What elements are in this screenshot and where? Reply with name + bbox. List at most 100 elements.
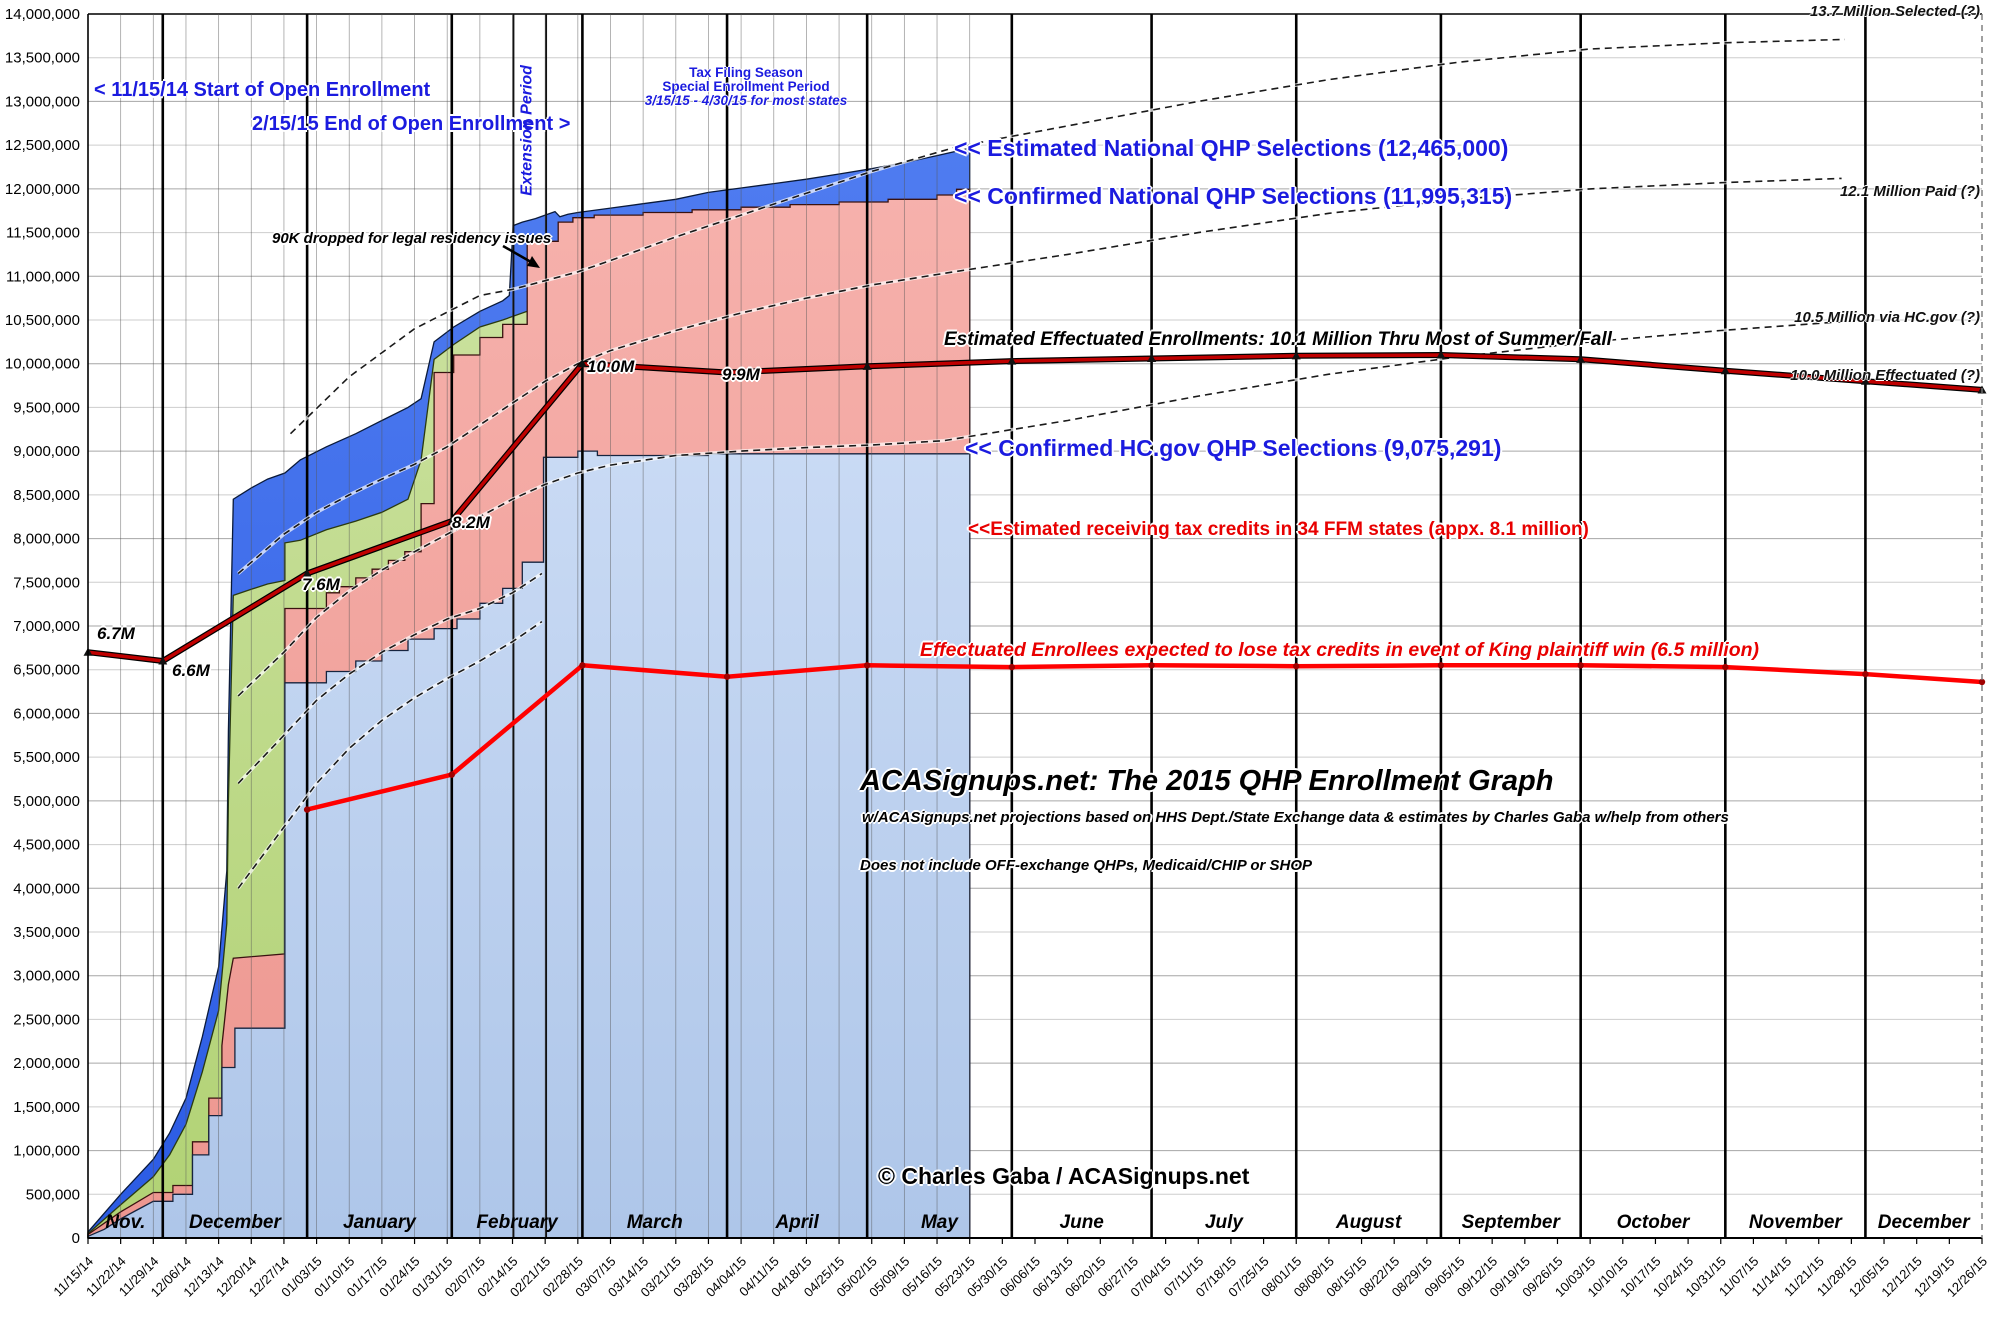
month-label: December [1878, 1212, 1971, 1233]
month-label: Nov. [105, 1212, 145, 1233]
copyright: © Charles Gaba / ACASignups.net [878, 1163, 1250, 1189]
month-labels: Nov. December January February March April May… [105, 1212, 1971, 1233]
y-tick-label: 1,000,000 [13, 1143, 80, 1160]
marker-line-effectuated [1860, 376, 1870, 385]
y-tick-label: 4,000,000 [13, 880, 80, 897]
marker-line-king-loss [1148, 662, 1155, 669]
point-label-10-0m: 10.0M [587, 357, 635, 376]
marker-line-king-loss [1437, 662, 1445, 669]
dashed-projection-curves [236, 37, 1845, 890]
proj-selected [289, 38, 1845, 435]
proj-inner-2 [237, 620, 543, 889]
y-tick-label: 7,000,000 [13, 618, 80, 635]
annotation-extension-period-text: Extension Period [518, 65, 536, 196]
y-tick-label: 6,000,000 [13, 705, 80, 722]
y-tick-label: 13,000,000 [5, 93, 80, 110]
y-tick-label: 12,000,000 [5, 181, 80, 198]
point-label-6-7m: 6.7M [97, 624, 135, 643]
y-tick-label: 11,000,000 [6, 268, 80, 285]
marker-line-king-loss [863, 662, 871, 669]
data-lines [83, 350, 1987, 813]
x-axis-date-labels: 11/15/1411/22/1411/29/1412/06/1412/13/14… [50, 1254, 1990, 1300]
marker-line-king-loss [579, 662, 586, 669]
y-tick-label: 10,000,000 [5, 356, 80, 373]
marker-line-effectuated [447, 516, 457, 525]
marker-line-effectuated [577, 359, 587, 368]
y-tick-label: 10,500,000 [5, 312, 80, 329]
annotation-90k-dropped: 90K dropped for legal residency issues [272, 230, 552, 247]
marker-line-king-loss [1008, 663, 1016, 671]
y-tick-label: 3,000,000 [13, 968, 80, 985]
marker-line-effectuated [1436, 350, 1446, 359]
tax-season-line-1: Tax Filing Season [689, 65, 803, 80]
marker-line-king-loss [1577, 662, 1584, 669]
month-label: February [476, 1212, 559, 1233]
month-label: September [1462, 1212, 1562, 1233]
chart-subtitle: w/ACASignups.net projections based on HH… [862, 809, 1729, 826]
chart-note: Does not include OFF-exchange QHPs, Medi… [860, 857, 1313, 874]
marker-line-effectuated [302, 569, 312, 578]
marker-line-effectuated [1291, 351, 1301, 360]
y-tick-label: 2,500,000 [13, 1011, 80, 1028]
marker-line-king-loss [723, 673, 731, 680]
y-tick-label: 12,500,000 [5, 137, 80, 154]
month-label: August [1335, 1212, 1402, 1233]
label-confirmed-hcgov: << Confirmed HC.gov QHP Selections (9,07… [965, 435, 1502, 461]
label-king-plaintiff: Effectuated Enrollees expected to lose t… [920, 639, 1760, 661]
y-tick-label: 8,000,000 [13, 531, 80, 548]
y-tick-label: 500,000 [26, 1186, 80, 1203]
y-tick-label: 9,000,000 [13, 443, 80, 460]
y-tick-label: 8,500,000 [13, 487, 80, 504]
axes [87, 14, 1983, 1244]
point-label-6-6m: 6.6M [172, 661, 210, 680]
marker-line-effectuated [1147, 353, 1157, 362]
y-tick-label: 3,500,000 [13, 924, 80, 941]
month-label: January [343, 1212, 417, 1233]
y-tick-label: 5,500,000 [13, 749, 80, 766]
annotation-start-open-enrollment: < 11/15/14 Start of Open Enrollment [94, 79, 431, 101]
point-label-8-2m: 8.2M [452, 513, 490, 532]
label-proj-hcgov: 10.5 Million via HC.gov (?) [1794, 309, 1980, 326]
y-tick-label: 6,500,000 [13, 662, 80, 679]
stacked-areas [87, 147, 971, 1239]
month-label: October [1617, 1212, 1691, 1233]
y-axis-labels: 0 500,000 1,000,000 1,500,000 2,000,000 2,500… [5, 6, 80, 1247]
marker-line-effectuated [862, 361, 872, 370]
tax-season-line-2: Special Enrollment Period [662, 79, 830, 95]
marker-line-effectuated [722, 367, 732, 376]
marker-line-effectuated [1576, 354, 1586, 363]
month-label: June [1060, 1212, 1105, 1233]
marker-line-king-loss [1722, 663, 1729, 671]
proj-hcgov [237, 320, 1842, 697]
y-tick-label: 13,500,000 [5, 50, 80, 67]
y-tick-label: 7,500,000 [13, 574, 80, 591]
y-tick-label: 2,000,000 [13, 1055, 80, 1072]
label-confirmed-national: << Confirmed National QHP Selections (11… [954, 183, 1513, 209]
y-tick-label: 4,500,000 [13, 837, 80, 854]
marker-line-king-loss [448, 771, 455, 778]
proj-paid [237, 177, 1842, 575]
label-effectuated: Estimated Effectuated Enrollments: 10.1 … [944, 329, 1612, 350]
y-tick-label: 0 [72, 1230, 80, 1247]
annotation-extension-period: Extension Period [453, 65, 603, 196]
month-label: November [1749, 1212, 1844, 1233]
label-proj-selected: 13.7 Million Selected (?) [1809, 3, 1980, 20]
chart-title: ACASignups.net: The 2015 QHP Enrollment … [860, 765, 1554, 797]
month-label: December [189, 1212, 282, 1233]
tax-season-line-3: 3/15/15 - 4/30/15 for most states [644, 93, 848, 109]
month-label: March [627, 1212, 683, 1233]
label-proj-paid: 12.1 Million Paid (?) [1839, 183, 1980, 200]
marker-line-king-loss [303, 806, 311, 813]
annotation-tax-filing-season: Tax Filing Season Special Enrollment Per… [596, 65, 896, 109]
annotation-end-open-enrollment: 2/15/15 End of Open Enrollment > [252, 113, 571, 135]
label-tax-credits: <<Estimated receiving tax credits in 34 … [968, 519, 1589, 540]
proj-inner-1 [237, 572, 543, 784]
marker-line-king-loss [1978, 678, 1986, 686]
month-label: May [921, 1212, 959, 1233]
point-label-9-9m: 9.9M [722, 365, 760, 384]
y-tick-label: 5,000,000 [13, 793, 80, 810]
marker-line-king-loss [1862, 670, 1869, 678]
marker-line-effectuated [1720, 366, 1730, 375]
